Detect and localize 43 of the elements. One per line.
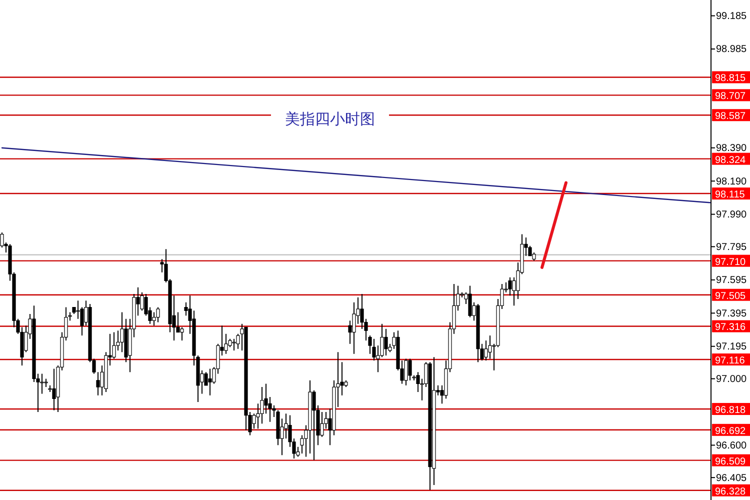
text: 美指四小时图 bbox=[285, 110, 375, 128]
y-tick-label: 96.405 bbox=[716, 472, 748, 484]
y-tick-label: 98.390 bbox=[716, 143, 748, 154]
candlestick bbox=[208, 368, 212, 396]
y-tick-label: 97.395 bbox=[716, 308, 748, 320]
ref-line-label: 96.328 bbox=[715, 486, 746, 498]
candlestick bbox=[408, 358, 412, 381]
candlestick bbox=[384, 328, 388, 356]
y-tick-label: 97.595 bbox=[716, 275, 748, 286]
ref-line-label: 96.509 bbox=[715, 456, 746, 468]
y-tick-label: 97.195 bbox=[716, 342, 748, 353]
y-tick-label: 97.795 bbox=[716, 242, 748, 253]
ref-line-label: 96.818 bbox=[715, 404, 746, 416]
candlestick bbox=[404, 358, 408, 386]
ref-line-label: 98.324 bbox=[715, 154, 746, 166]
candlestick bbox=[180, 326, 184, 342]
ref-line-label: 97.505 bbox=[715, 290, 746, 302]
candlestick bbox=[352, 302, 356, 354]
candlestick bbox=[0, 232, 4, 248]
ref-line-label: 97.710 bbox=[715, 256, 746, 268]
ref-line-label: 98.115 bbox=[715, 190, 746, 201]
candlestick bbox=[152, 312, 156, 326]
candlestick bbox=[508, 276, 512, 296]
candlestick bbox=[52, 368, 56, 411]
candlestick bbox=[156, 306, 160, 323]
ref-line-label: 97.316 bbox=[715, 322, 746, 334]
candlestick bbox=[320, 411, 324, 438]
candlestick bbox=[260, 386, 264, 424]
y-tick-label: 99.185 bbox=[716, 10, 748, 22]
candlestick bbox=[468, 285, 472, 318]
ref-line-label: 96.692 bbox=[715, 426, 746, 437]
candlestick bbox=[312, 390, 316, 461]
candlestick bbox=[140, 292, 144, 312]
ref-line-label: 97.116 bbox=[715, 355, 746, 366]
ref-line-label: 98.707 bbox=[715, 91, 746, 102]
y-tick-label: 97.000 bbox=[716, 374, 748, 385]
y-tick-label: 98.985 bbox=[716, 44, 748, 56]
ref-line-label: 98.587 bbox=[715, 111, 746, 122]
y-tick-label: 98.190 bbox=[716, 176, 748, 188]
ref-line-label: 98.815 bbox=[715, 73, 746, 84]
y-tick-label: 96.600 bbox=[716, 440, 748, 452]
y-tick-label: 97.990 bbox=[716, 209, 748, 220]
candlestick bbox=[232, 338, 236, 351]
